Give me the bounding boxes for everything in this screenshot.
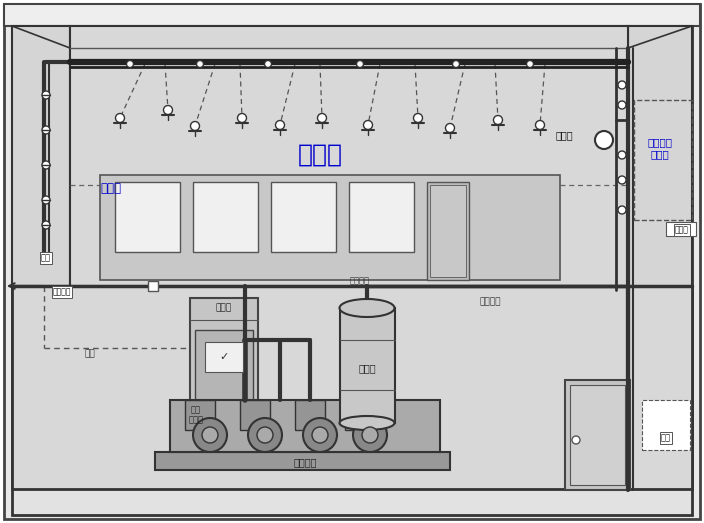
Bar: [634, 100, 692, 220]
Bar: [628, 26, 692, 298]
Circle shape: [42, 91, 50, 99]
Ellipse shape: [339, 299, 394, 317]
Text: 排水: 排水: [661, 434, 671, 442]
Bar: [170, 400, 440, 452]
Bar: [155, 452, 450, 470]
Bar: [295, 400, 325, 430]
Text: 壓力桶: 壓力桶: [358, 363, 376, 373]
Text: 汁浦馬達: 汁浦馬達: [294, 457, 317, 467]
Circle shape: [494, 116, 503, 124]
Bar: [345, 400, 375, 430]
Circle shape: [42, 196, 50, 204]
Bar: [4, 4, 700, 26]
Text: 至防灾盤: 至防灾盤: [53, 288, 71, 297]
Circle shape: [127, 61, 134, 67]
Circle shape: [193, 418, 227, 452]
Circle shape: [318, 113, 327, 122]
Circle shape: [163, 106, 172, 115]
Text: 消火主管: 消火主管: [479, 298, 501, 306]
Bar: [195, 330, 253, 410]
Text: 汁浦
控制盤: 汁浦 控制盤: [189, 405, 203, 425]
Circle shape: [42, 221, 50, 229]
Circle shape: [303, 418, 337, 452]
Circle shape: [312, 427, 328, 443]
Bar: [185, 400, 215, 430]
Circle shape: [275, 120, 284, 130]
Circle shape: [265, 61, 272, 67]
Bar: [340, 308, 395, 423]
Circle shape: [191, 121, 199, 131]
Bar: [570, 385, 625, 485]
Circle shape: [618, 176, 626, 184]
Text: 蜂鳴器: 蜂鳴器: [555, 130, 573, 140]
Text: 電氣配線: 電氣配線: [350, 277, 370, 286]
Bar: [193, 182, 258, 252]
Bar: [430, 185, 466, 277]
Text: 查驗管: 查驗管: [100, 181, 121, 195]
Circle shape: [362, 427, 378, 443]
Bar: [427, 182, 469, 280]
Text: 自動警報
逆止閘: 自動警報 逆止閘: [648, 137, 672, 159]
Circle shape: [196, 61, 203, 67]
Bar: [666, 222, 696, 236]
Bar: [100, 175, 560, 280]
Circle shape: [572, 436, 580, 444]
Text: 送水口: 送水口: [675, 225, 689, 234]
Circle shape: [536, 120, 544, 130]
Circle shape: [115, 113, 125, 122]
Circle shape: [453, 61, 460, 67]
Circle shape: [353, 418, 387, 452]
Text: 給水槽: 給水槽: [216, 303, 232, 313]
Bar: [70, 26, 628, 286]
Bar: [349, 182, 414, 252]
Bar: [205, 342, 243, 372]
Circle shape: [618, 81, 626, 89]
Circle shape: [618, 206, 626, 214]
Circle shape: [595, 131, 613, 149]
Circle shape: [237, 113, 246, 122]
Text: ✓: ✓: [220, 352, 229, 362]
Circle shape: [248, 418, 282, 452]
Ellipse shape: [339, 416, 394, 430]
Circle shape: [356, 61, 363, 67]
Bar: [240, 400, 270, 430]
Circle shape: [257, 427, 273, 443]
Bar: [12, 286, 692, 489]
Bar: [12, 26, 70, 286]
Text: 撒水頭: 撒水頭: [298, 143, 343, 167]
Circle shape: [446, 123, 455, 132]
Bar: [565, 380, 630, 490]
Text: 排水: 排水: [41, 254, 51, 263]
Circle shape: [527, 61, 534, 67]
Circle shape: [202, 427, 218, 443]
Circle shape: [42, 161, 50, 169]
Text: 給水: 給水: [84, 349, 95, 358]
Circle shape: [42, 126, 50, 134]
Circle shape: [363, 120, 372, 130]
Circle shape: [618, 151, 626, 159]
Circle shape: [618, 101, 626, 109]
Bar: [190, 298, 258, 438]
Bar: [271, 182, 336, 252]
Bar: [148, 281, 158, 291]
Bar: [115, 182, 180, 252]
Circle shape: [413, 113, 422, 122]
Bar: [642, 400, 690, 450]
